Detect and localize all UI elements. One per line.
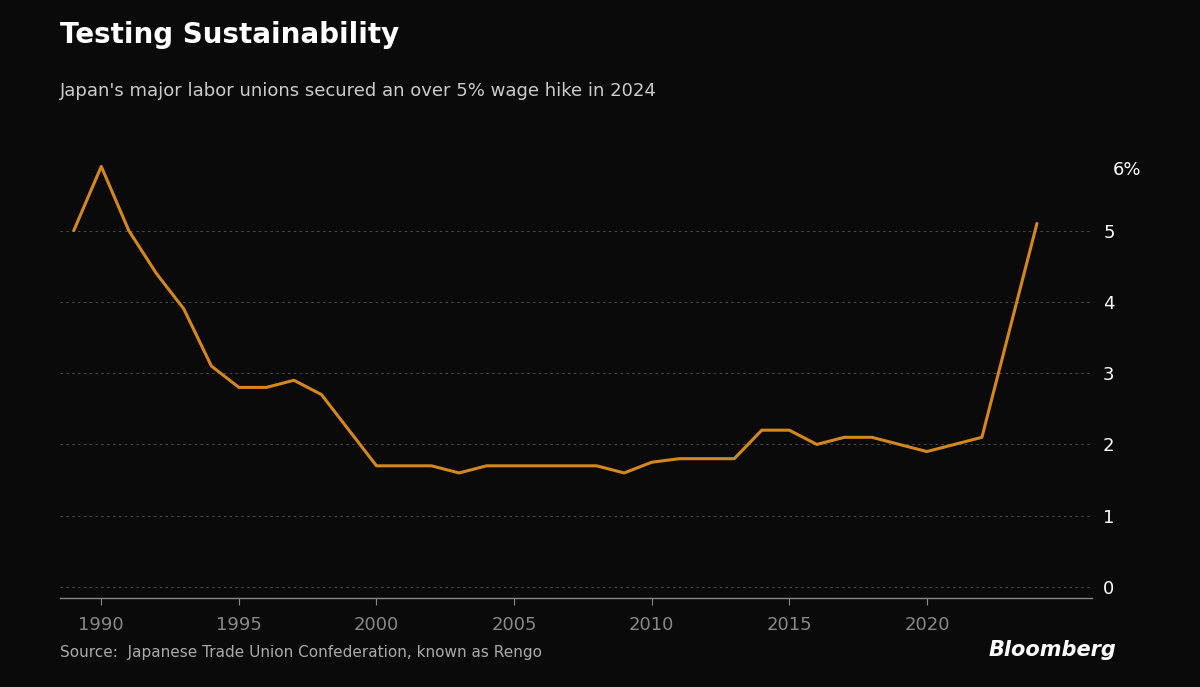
Text: 6%: 6% [1112, 161, 1141, 179]
Text: Japan's major labor unions secured an over 5% wage hike in 2024: Japan's major labor unions secured an ov… [60, 82, 656, 100]
Text: Testing Sustainability: Testing Sustainability [60, 21, 400, 49]
Text: Bloomberg: Bloomberg [988, 640, 1116, 660]
Text: Source:  Japanese Trade Union Confederation, known as Rengo: Source: Japanese Trade Union Confederati… [60, 644, 542, 660]
